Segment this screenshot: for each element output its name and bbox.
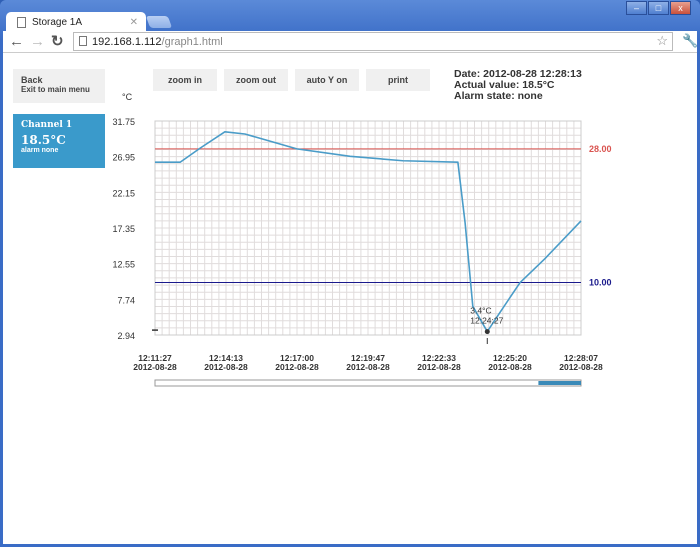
print-button[interactable]: print (366, 69, 430, 91)
page-icon (79, 36, 87, 46)
x-tick-date: 2012-08-28 (488, 362, 532, 372)
x-tick-date: 2012-08-28 (204, 362, 248, 372)
info-panel: Date: 2012-08-28 12:28:13 Actual value: 1… (454, 69, 582, 102)
channel-value: 18.5°C (21, 133, 66, 147)
y-tick-label: 26.95 (112, 153, 135, 163)
minimize-button[interactable]: – (626, 1, 647, 15)
temperature-chart[interactable]: 31.75 26.95 22.15 17.35 12.55 7.74 2.94 12:11:2… (3, 53, 697, 544)
x-tick-date: 2012-08-28 (133, 362, 177, 372)
x-tick-date: 2012-08-28 (559, 362, 603, 372)
x-tick-time: 12:25:20 (493, 353, 527, 363)
new-tab-button[interactable] (145, 16, 173, 28)
info-actual-value: Actual value: 18.5°C (454, 79, 555, 91)
y-tick-label: 17.35 (112, 224, 135, 234)
series-line (155, 130, 582, 333)
y-tick-label: 12.55 (112, 260, 135, 270)
bookmark-star-icon[interactable]: ☆ (656, 33, 668, 48)
annotation-time: 12:24:27 (470, 316, 503, 326)
page-icon (17, 17, 26, 28)
url-path: /graph1.html (161, 36, 223, 48)
x-tick-time: 12:19:47 (351, 353, 385, 363)
navigator-handle[interactable] (538, 381, 581, 385)
x-tick-time: 12:28:07 (564, 353, 598, 363)
auto-y-button[interactable]: auto Y on (295, 69, 359, 91)
plot-border (154, 120, 582, 336)
annotation-value: 3.4°C (470, 306, 491, 316)
x-tick-time: 12:14:13 (209, 353, 243, 363)
x-tick-time: 12:17:00 (280, 353, 314, 363)
threshold-label: 28.00 (589, 144, 612, 154)
wrench-icon[interactable]: 🔧 (682, 33, 699, 48)
y-tick-label: 31.75 (112, 117, 135, 127)
close-window-button[interactable]: x (670, 1, 691, 15)
x-tick-time: 12:22:33 (422, 353, 456, 363)
y-tick-label: 2.94 (117, 331, 135, 341)
page-content: Back Exit to main menu Channel 1 18.5°C ala… (3, 53, 697, 544)
zoom-in-button[interactable]: zoom in (153, 69, 217, 91)
browser-tab[interactable]: Storage 1A ✕ (6, 12, 146, 34)
y-tick-label: 22.15 (112, 188, 135, 198)
info-date: Date: 2012-08-28 12:28:13 (454, 68, 582, 80)
channel-alarm: alarm none (21, 147, 59, 154)
x-tick-date: 2012-08-28 (346, 362, 390, 372)
back-label: Back (21, 75, 43, 85)
min-point-marker (484, 329, 490, 335)
forward-arrow-icon[interactable]: → (30, 33, 45, 50)
maximize-button[interactable]: □ (648, 1, 669, 15)
x-tick-date: 2012-08-28 (275, 362, 319, 372)
time-navigator-scrollbar[interactable] (154, 379, 582, 387)
y-axis-unit: °C (122, 92, 133, 102)
y-tick-label: 7.74 (117, 295, 135, 305)
back-button[interactable]: Back Exit to main menu (13, 69, 105, 103)
threshold-label: 10.00 (589, 278, 612, 288)
x-tick-date: 2012-08-28 (417, 362, 461, 372)
url-host: 192.168.1.112 (92, 36, 162, 48)
back-arrow-icon[interactable]: ← (9, 33, 24, 50)
x-tick-time: 12:11:27 (138, 353, 172, 363)
address-bar[interactable]: 192.168.1.112/graph1.html ☆ (73, 32, 673, 51)
reload-icon[interactable]: ↻ (51, 33, 64, 50)
channel-card[interactable]: Channel 1 18.5°C alarm none (13, 114, 105, 168)
back-sublabel: Exit to main menu (21, 85, 90, 94)
tab-title: Storage 1A (32, 17, 83, 28)
info-alarm-state: Alarm state: none (454, 90, 543, 102)
browser-toolbar: ← → ↻ 192.168.1.112/graph1.html ☆ 🔧 (3, 31, 699, 53)
close-tab-icon[interactable]: ✕ (129, 17, 138, 28)
channel-name: Channel 1 (21, 120, 73, 130)
zoom-out-button[interactable]: zoom out (224, 69, 288, 91)
